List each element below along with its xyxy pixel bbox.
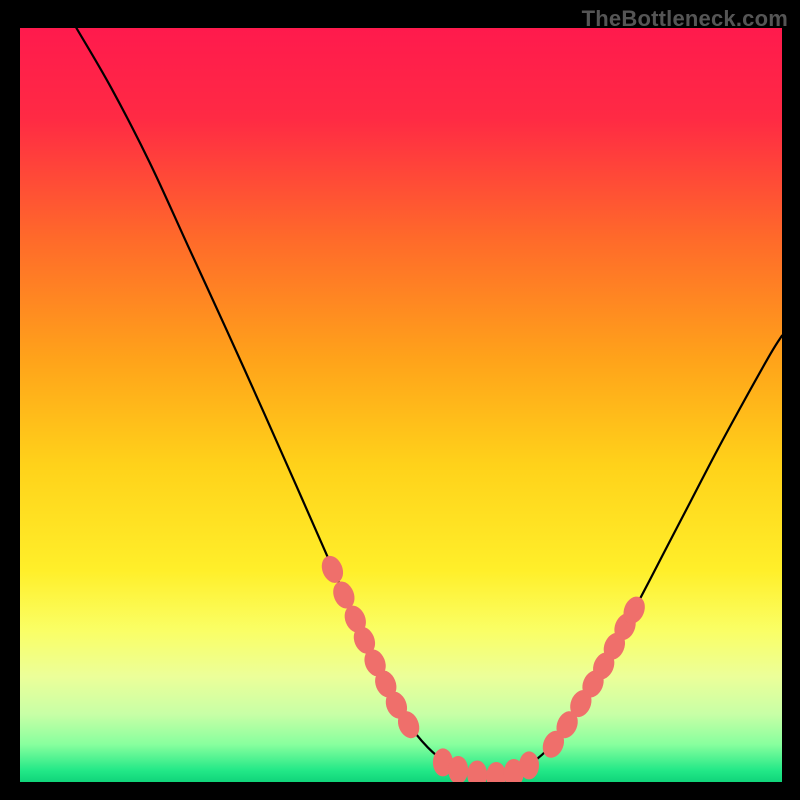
bottom-marker (519, 751, 539, 779)
chart-frame: TheBottleneck.com (0, 0, 800, 800)
chart-svg (20, 28, 782, 782)
gradient-background (20, 28, 782, 782)
plot-area (20, 28, 782, 782)
